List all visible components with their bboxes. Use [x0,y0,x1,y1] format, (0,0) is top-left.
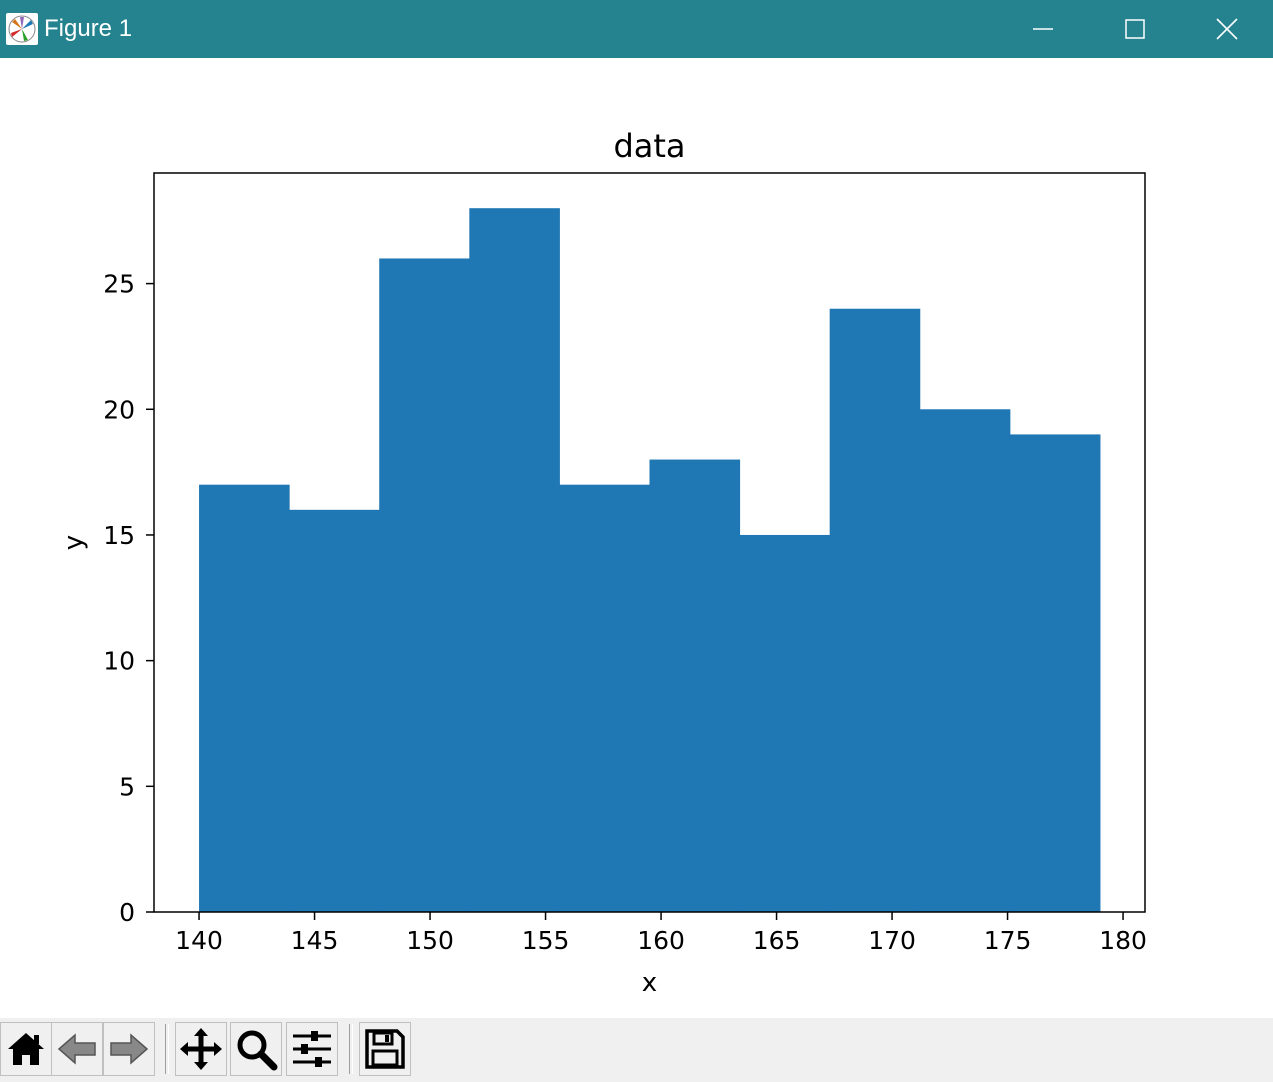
x-tick-label: 155 [522,926,570,955]
histogram-bar [739,534,831,912]
toolbar-separator [349,1024,353,1074]
pan-icon [180,1028,222,1070]
histogram-bar [829,308,921,912]
forward-icon [110,1033,149,1065]
save-icon [365,1029,405,1069]
forward-button[interactable] [103,1022,155,1076]
x-tick-label: 160 [637,926,685,955]
y-axis-label: y [59,535,89,550]
y-tick-label: 10 [103,647,135,676]
x-tick-label: 150 [406,926,454,955]
close-button[interactable] [1181,0,1273,58]
y-tick-label: 20 [103,395,135,424]
histogram-bar [379,258,470,912]
axes-frame [153,172,1146,913]
x-tick-label: 180 [1099,926,1147,955]
maximize-button[interactable] [1089,0,1181,58]
x-tick-label: 175 [984,926,1032,955]
chart-title: data [613,127,685,165]
save-button[interactable] [359,1022,411,1076]
pan-button[interactable] [175,1022,227,1076]
close-icon [1216,18,1238,40]
back-icon [57,1033,96,1065]
minimize-icon [1033,28,1053,30]
home-icon [8,1033,44,1065]
histogram-bar [559,484,650,912]
minimize-button[interactable] [997,0,1089,58]
histogram-bar [1009,434,1101,912]
zoom-button[interactable] [230,1022,282,1076]
y-tick-label: 0 [119,898,135,927]
x-tick-label: 140 [175,926,223,955]
y-tick-label: 15 [103,521,135,550]
y-tick-label: 25 [103,270,135,299]
configure-subplots-icon [293,1031,331,1067]
toolbar-separator [165,1024,169,1074]
histogram-chart: 140 145 150 155 160 165 170 175 180 0 5 10 15 20 25 d… [59,127,1147,998]
zoom-icon [237,1030,278,1071]
histogram-bar [469,208,560,912]
home-button[interactable] [0,1022,52,1076]
histogram-bar [919,409,1011,912]
navigation-toolbar [0,1018,1273,1082]
x-tick-label: 170 [868,926,916,955]
histogram-bar [289,509,380,912]
y-tick-label: 5 [119,772,135,801]
window-titlebar[interactable]: Figure 1 [0,0,1273,58]
x-tick-label: 145 [291,926,339,955]
maximize-icon [1125,19,1145,39]
figure-canvas[interactable]: 140 145 150 155 160 165 170 175 180 0 5 10 15 20 25 d… [0,58,1273,1018]
histogram-bar [199,484,290,912]
x-axis-label: x [642,968,657,998]
x-tick-label: 165 [753,926,801,955]
configure-subplots-button[interactable] [286,1022,338,1076]
matplotlib-icon [6,13,38,45]
window-title: Figure 1 [44,15,133,42]
back-button[interactable] [51,1022,103,1076]
histogram-bar [649,459,741,912]
